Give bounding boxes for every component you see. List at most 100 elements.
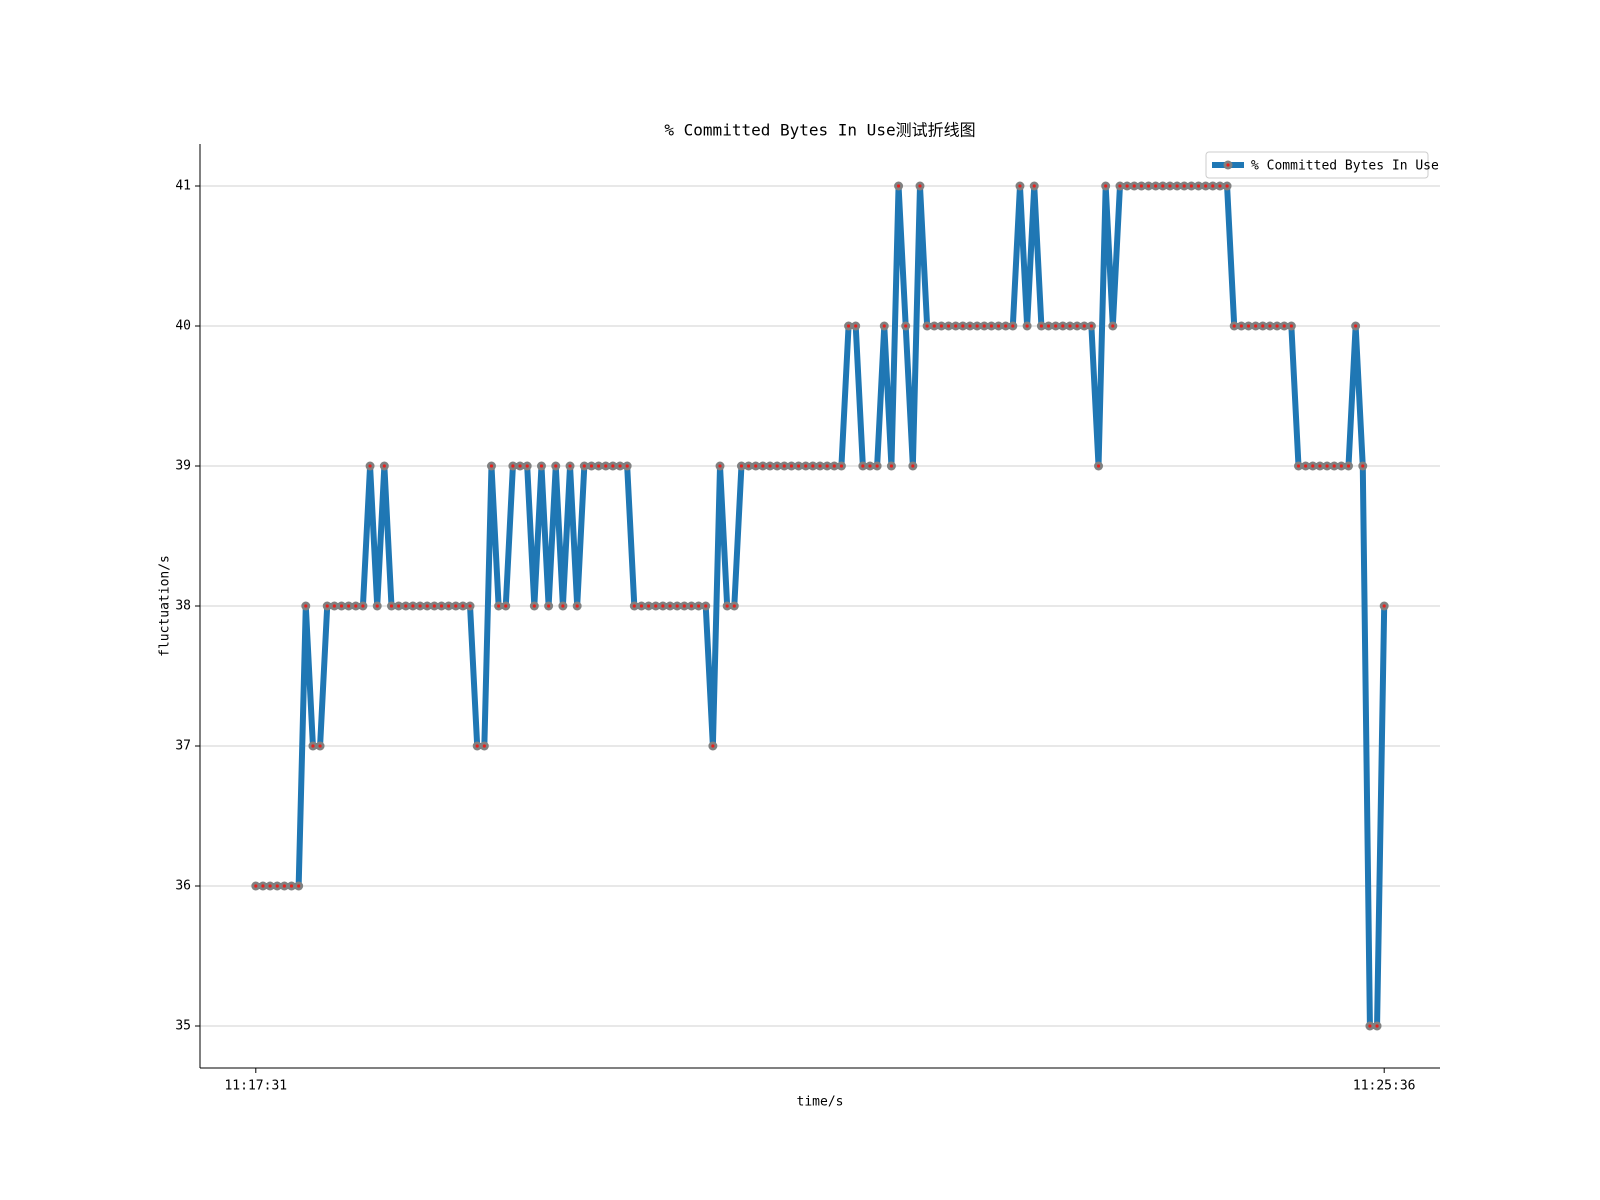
marker-center (896, 184, 901, 188)
marker-center (311, 744, 315, 748)
marker-center (554, 464, 558, 468)
marker-center (846, 324, 851, 328)
marker-center (739, 464, 744, 468)
marker-center (1304, 464, 1308, 468)
marker-center (318, 744, 322, 748)
marker-center (261, 884, 265, 888)
marker-center (1296, 464, 1301, 468)
marker-center (682, 604, 686, 608)
marker-center (1361, 464, 1365, 468)
marker-center (1218, 184, 1222, 188)
y-tick-label: 41 (175, 179, 191, 194)
marker-center (368, 464, 372, 468)
y-tick-label: 38 (175, 599, 191, 614)
marker-center (582, 464, 586, 468)
marker-center (454, 604, 458, 608)
marker-center (447, 604, 451, 608)
marker-center (1032, 184, 1036, 188)
marker-center (768, 464, 772, 468)
marker-center (889, 464, 894, 468)
marker-center (382, 464, 386, 468)
marker-center (1089, 324, 1093, 328)
marker-center (1039, 324, 1043, 328)
marker-center (1082, 324, 1086, 328)
marker-center (661, 604, 665, 608)
marker-center (925, 324, 929, 328)
y-tick-label: 36 (175, 879, 191, 894)
marker-center (375, 604, 379, 608)
marker-center (918, 184, 922, 188)
marker-center (411, 604, 415, 608)
marker-center (932, 324, 936, 328)
marker-center (654, 604, 658, 608)
marker-center (832, 464, 836, 468)
marker-center (347, 604, 351, 608)
marker-center (975, 324, 979, 328)
marker-center (1196, 184, 1201, 188)
marker-center (875, 464, 879, 468)
y-axis-label: fluctuation/s (158, 555, 173, 657)
marker-center (839, 464, 844, 468)
marker-center (961, 324, 965, 328)
marker-center (904, 324, 908, 328)
marker-center (282, 884, 286, 888)
marker-center (675, 604, 679, 608)
marker-center (804, 464, 808, 468)
marker-center (404, 604, 408, 608)
marker-center (1011, 324, 1015, 328)
marker-center (1182, 184, 1186, 188)
marker-center (1339, 464, 1343, 468)
marker-center (632, 604, 636, 608)
marker-center (1054, 324, 1058, 328)
marker-center (696, 604, 701, 608)
marker-center (539, 464, 544, 468)
marker-center (511, 464, 515, 468)
marker-center (1275, 324, 1279, 328)
marker-center (1261, 324, 1265, 328)
marker-center (954, 324, 958, 328)
marker-center (1375, 1024, 1379, 1028)
marker-center (1004, 324, 1008, 328)
marker-center (946, 324, 951, 328)
marker-center (789, 464, 794, 468)
marker-center (354, 604, 358, 608)
marker-center (468, 604, 472, 608)
marker-center (782, 464, 786, 468)
marker-center (275, 884, 279, 888)
marker-center (1254, 324, 1258, 328)
marker-center (461, 604, 465, 608)
marker-center (1368, 1024, 1372, 1028)
marker-center (818, 464, 822, 468)
x-tick-label: 11:25:36 (1353, 1079, 1416, 1094)
marker-center (825, 464, 829, 468)
marker-center (989, 324, 994, 328)
marker-center (1189, 184, 1193, 188)
marker-center (1168, 184, 1172, 188)
marker-center (1382, 604, 1386, 608)
chart-title: % Committed Bytes In Use测试折线图 (664, 121, 975, 140)
marker-center (568, 464, 572, 468)
marker-center (1018, 184, 1022, 188)
marker-center (1325, 464, 1329, 468)
marker-center (325, 604, 329, 608)
marker-center (689, 604, 694, 608)
marker-center (1289, 324, 1293, 328)
marker-center (1354, 324, 1358, 328)
x-tick-label: 11:17:31 (224, 1079, 287, 1094)
marker-center (1146, 184, 1151, 188)
marker-center (425, 604, 429, 608)
marker-center (1346, 464, 1351, 468)
marker-center (732, 604, 736, 608)
marker-center (432, 604, 436, 608)
marker-center (547, 604, 551, 608)
marker-center (1075, 324, 1079, 328)
marker-center (754, 464, 758, 468)
marker-center (589, 464, 594, 468)
marker-center (646, 604, 651, 608)
marker-center (1332, 464, 1336, 468)
marker-center (1311, 464, 1315, 468)
marker-center (711, 744, 715, 748)
marker-center (297, 884, 301, 888)
